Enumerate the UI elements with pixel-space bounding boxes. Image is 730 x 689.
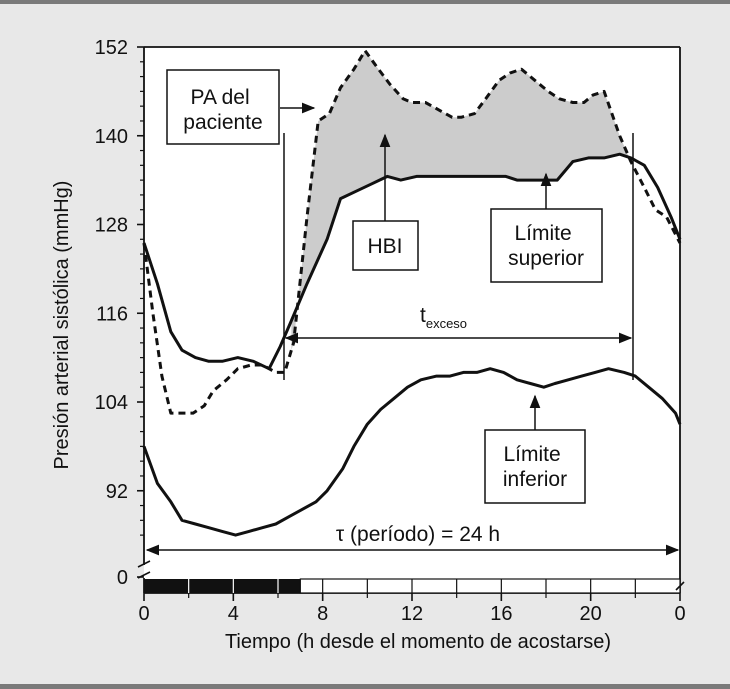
sleep-bar-dark [144,579,301,593]
upper-limit-label-text: Límite superior [508,222,584,270]
y-tick-label: 152 [95,37,128,59]
top-border [0,0,730,4]
x-tick-label: 20 [580,603,602,625]
x-axis-title: Tiempo (h desde el momento de acostarse) [225,631,611,653]
x-tick-label: 16 [490,603,512,625]
excess-duration-label: texceso [420,304,467,331]
y-tick-label: 140 [95,126,128,148]
y-tick-label: 116 [96,303,128,325]
pa-label-text: PA del paciente [183,86,262,134]
y-axis-title: Presión arterial sistólica (mmHg) [51,181,73,470]
series-line-2 [142,152,682,371]
lower-limit-label-text: Límite inferior [503,443,567,491]
shaded-excess-region [291,50,631,351]
hbi-label-text: HBI [367,235,402,258]
annotations: PA del paciente HBI Límite superior Lími… [145,69,680,556]
axis-break-mark-1 [137,560,151,568]
series-line-1 [142,49,682,415]
sleep-bar-break [675,581,685,591]
axes: Presión arterial sistólica (mmHg) Tiempo… [51,37,686,653]
series-lines [142,49,682,537]
series-line-3 [142,367,682,537]
x-tick-label: 8 [317,603,328,625]
x-tick-label: 4 [228,603,239,625]
upper-limit-label-box [490,208,603,283]
y-tick-label: 104 [95,392,128,414]
shaded-region-area [291,50,631,351]
bottom-border [0,684,730,689]
x-tick-label: 0 [138,603,149,625]
y-tick-label: 0 [117,567,128,589]
period-label: τ (período) = 24 h [336,523,500,546]
lower-limit-label-box [484,429,586,504]
y-tick-label: 92 [106,481,128,503]
pa-label-box [166,69,280,145]
sleep-wake-bar [144,578,685,594]
x-tick-label: 0 [674,603,685,625]
x-tick-label: 12 [401,603,423,625]
hbi-label-box [352,220,419,271]
y-tick-label: 128 [95,215,128,237]
sleep-bar-light [299,578,681,594]
